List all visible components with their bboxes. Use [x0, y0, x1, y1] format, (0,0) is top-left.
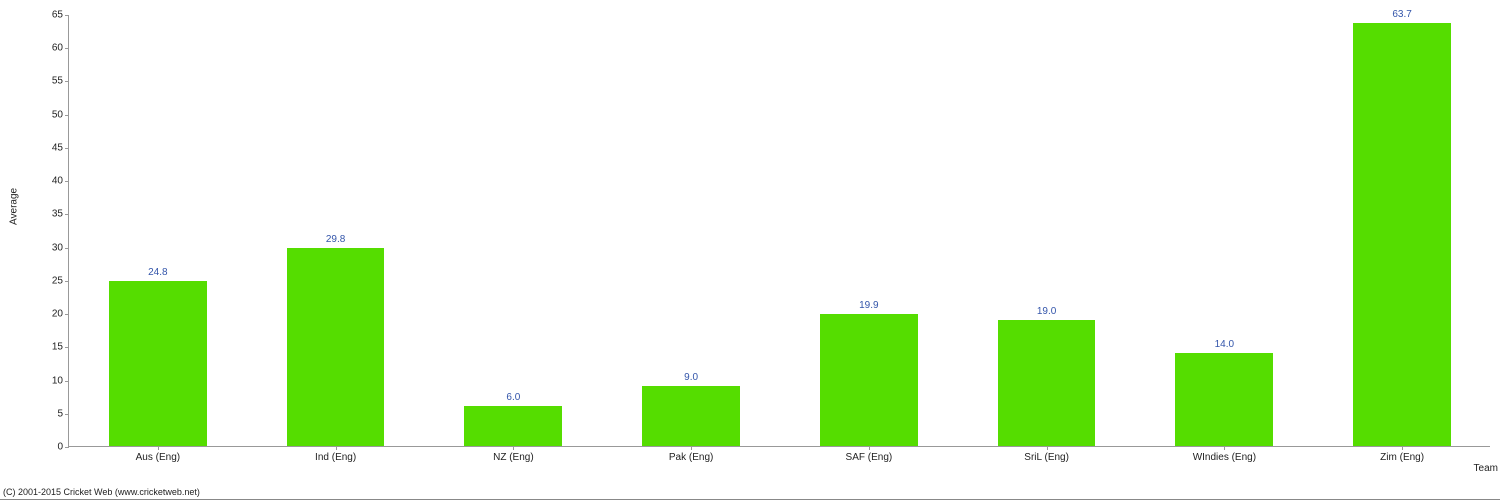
x-tick-mark	[1402, 446, 1403, 450]
y-tick-mark	[65, 414, 69, 415]
bar: 24.8	[109, 267, 207, 446]
x-axis-label: Team	[1474, 463, 1498, 474]
y-tick-label: 25	[52, 275, 63, 286]
y-tick-mark	[65, 347, 69, 348]
y-tick-label: 10	[52, 375, 63, 386]
x-tick-label: SAF (Eng)	[846, 452, 893, 463]
y-tick-label: 35	[52, 209, 63, 220]
bar-rect	[109, 281, 207, 446]
y-tick-label: 60	[52, 43, 63, 54]
x-tick-label: Aus (Eng)	[136, 452, 180, 463]
bar: 19.9	[820, 300, 918, 446]
y-tick-mark	[65, 314, 69, 315]
x-tick-mark	[158, 446, 159, 450]
bar-value-label: 29.8	[326, 234, 345, 245]
x-tick-mark	[1224, 446, 1225, 450]
copyright-text: (C) 2001-2015 Cricket Web (www.cricketwe…	[3, 487, 200, 497]
bar: 63.7	[1353, 9, 1451, 446]
y-tick-label: 65	[52, 10, 63, 21]
bar: 19.0	[998, 306, 1096, 446]
x-tick-mark	[869, 446, 870, 450]
bar-value-label: 14.0	[1215, 339, 1234, 350]
bar: 29.8	[287, 234, 385, 446]
bar: 14.0	[1175, 339, 1273, 446]
bar-value-label: 63.7	[1392, 9, 1411, 20]
y-tick-label: 15	[52, 342, 63, 353]
y-axis-label: Average	[9, 187, 20, 224]
bar-value-label: 9.0	[684, 372, 698, 383]
x-tick-label: WIndies (Eng)	[1193, 452, 1256, 463]
x-tick-mark	[513, 446, 514, 450]
bar-rect	[464, 406, 562, 446]
y-tick-mark	[65, 381, 69, 382]
bar-value-label: 19.0	[1037, 306, 1056, 317]
bar-rect	[998, 320, 1096, 446]
x-tick-mark	[1047, 446, 1048, 450]
bar-rect	[642, 386, 740, 446]
y-tick-label: 0	[57, 442, 63, 453]
y-tick-label: 45	[52, 142, 63, 153]
x-tick-label: Pak (Eng)	[669, 452, 713, 463]
y-tick-label: 50	[52, 109, 63, 120]
chart-container: Average Team 051015202530354045505560652…	[50, 15, 1490, 460]
x-tick-label: SriL (Eng)	[1024, 452, 1069, 463]
bar: 9.0	[642, 372, 740, 446]
y-tick-label: 5	[57, 408, 63, 419]
x-tick-label: NZ (Eng)	[493, 452, 534, 463]
y-tick-mark	[65, 248, 69, 249]
y-tick-label: 20	[52, 309, 63, 320]
bar-value-label: 6.0	[506, 392, 520, 403]
x-tick-label: Zim (Eng)	[1380, 452, 1424, 463]
y-tick-label: 40	[52, 176, 63, 187]
x-tick-label: Ind (Eng)	[315, 452, 356, 463]
y-tick-label: 55	[52, 76, 63, 87]
y-tick-mark	[65, 48, 69, 49]
bar-rect	[1353, 23, 1451, 446]
y-tick-mark	[65, 81, 69, 82]
plot-area: Team 0510152025303540455055606524.8Aus (…	[68, 15, 1490, 447]
y-tick-mark	[65, 181, 69, 182]
bar-rect	[1175, 353, 1273, 446]
y-tick-mark	[65, 115, 69, 116]
y-tick-mark	[65, 214, 69, 215]
bar: 6.0	[464, 392, 562, 446]
bar-value-label: 19.9	[859, 300, 878, 311]
bar-rect	[287, 248, 385, 446]
y-tick-mark	[65, 148, 69, 149]
y-tick-mark	[65, 15, 69, 16]
y-tick-mark	[65, 447, 69, 448]
x-tick-mark	[336, 446, 337, 450]
bar-value-label: 24.8	[148, 267, 167, 278]
y-tick-mark	[65, 281, 69, 282]
x-tick-mark	[691, 446, 692, 450]
y-tick-label: 30	[52, 242, 63, 253]
bar-rect	[820, 314, 918, 446]
